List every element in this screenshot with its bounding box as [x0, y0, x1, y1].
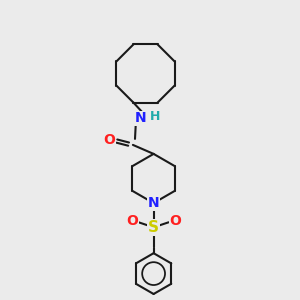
- Text: N: N: [148, 196, 159, 210]
- Text: O: O: [169, 214, 181, 228]
- Text: S: S: [148, 220, 159, 235]
- Text: O: O: [103, 133, 115, 146]
- Text: O: O: [126, 214, 138, 228]
- Text: H: H: [150, 110, 160, 124]
- Text: N: N: [134, 112, 146, 125]
